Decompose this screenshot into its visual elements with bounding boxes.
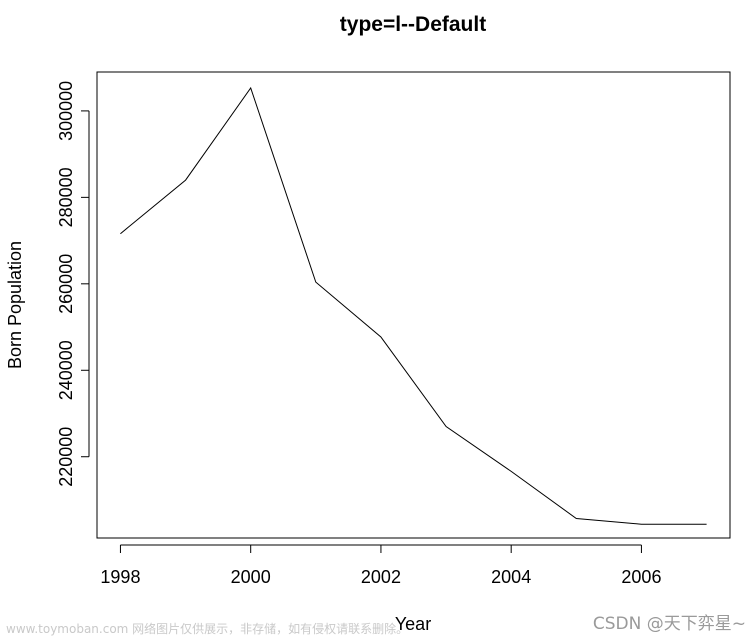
series-line [120, 86, 707, 525]
x-tick-label: 2002 [361, 567, 401, 587]
chart-title: type=l--Default [340, 13, 486, 36]
y-axis: 220000 240000 260000 280000 300000 [56, 81, 90, 487]
y-axis-label: Born Population [5, 241, 25, 369]
series-layer [120, 86, 707, 525]
y-tick-label: 280000 [56, 167, 76, 227]
plot-frame [96, 71, 731, 539]
x-axis-label: Year [395, 614, 431, 634]
x-tick-label: 2004 [491, 567, 531, 587]
x-axis: 1998 2000 2002 2004 2006 [100, 544, 661, 587]
x-tick-label: 2006 [621, 567, 661, 587]
y-tick-label: 300000 [56, 81, 76, 141]
x-tick-label: 2000 [231, 567, 271, 587]
watermark-left: www.toymoban.com 网络图片仅供展示，非存储，如有侵权请联系删除。 [6, 622, 409, 636]
x-tick-label: 1998 [100, 567, 140, 587]
y-tick-label: 240000 [56, 340, 76, 400]
y-tick-label: 260000 [56, 254, 76, 314]
y-tick-label: 220000 [56, 427, 76, 487]
watermark-right: CSDN @天下弈星~ [592, 614, 746, 634]
